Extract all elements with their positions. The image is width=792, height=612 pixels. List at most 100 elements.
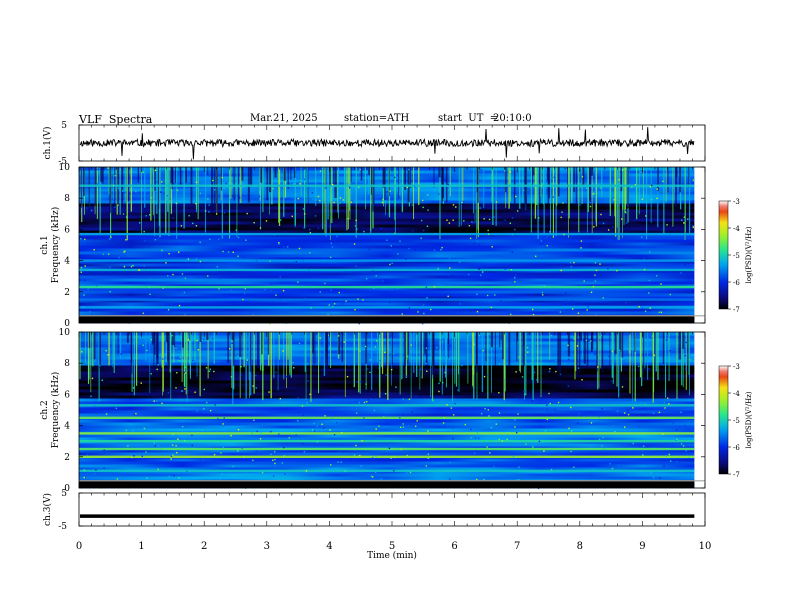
speckle <box>651 335 654 337</box>
speckle <box>282 350 284 352</box>
speckle <box>391 262 393 265</box>
spectrogram-row <box>79 380 695 384</box>
speckle <box>514 419 516 421</box>
speckle <box>498 392 500 394</box>
speckle <box>269 322 271 325</box>
speckle <box>631 186 633 188</box>
speckle <box>204 210 207 212</box>
speckle <box>372 456 374 459</box>
speckle <box>584 400 587 402</box>
speckle <box>109 290 111 293</box>
speckle <box>598 416 600 418</box>
speckle <box>546 409 549 411</box>
speckle <box>480 412 483 415</box>
speckle <box>302 414 304 416</box>
speckle <box>218 288 220 290</box>
speckle <box>308 228 311 231</box>
speckle <box>426 370 428 372</box>
speckle <box>120 353 122 355</box>
speckle <box>516 479 518 481</box>
spectrogram-row <box>79 287 695 291</box>
speckle <box>354 225 357 227</box>
speckle <box>295 434 297 436</box>
speckle <box>176 224 179 227</box>
speckle <box>357 298 359 300</box>
speckle <box>676 438 678 441</box>
speckle <box>272 475 275 477</box>
speckle <box>382 168 384 170</box>
speckle <box>650 184 653 187</box>
speckle <box>261 471 264 474</box>
speckle <box>381 201 384 204</box>
ch1-colorbar-label: log(PSD)(V²/Hz) <box>745 226 753 283</box>
speckle <box>374 346 377 348</box>
speckle <box>515 431 518 434</box>
speckle <box>340 431 343 434</box>
speckle <box>650 472 652 474</box>
speckle <box>114 206 116 208</box>
spectrogram-row <box>79 266 695 270</box>
speckle <box>312 363 315 365</box>
speckle <box>378 367 381 369</box>
spectrogram-row <box>79 197 695 201</box>
speckle <box>297 256 299 259</box>
speckle <box>272 187 274 190</box>
speckle <box>541 291 544 294</box>
speckle <box>422 305 424 307</box>
speckle <box>692 226 695 229</box>
speckle <box>301 405 304 407</box>
ch2-colorbar-label: log(PSD)(V²/Hz) <box>745 391 753 448</box>
spectrogram-row <box>79 458 695 462</box>
spectrogram-row <box>79 392 695 396</box>
speckle <box>452 219 454 221</box>
speckle <box>549 231 551 233</box>
speckle <box>560 216 562 219</box>
ch2-colorbar-tick-2: -5 <box>733 417 740 425</box>
speckle <box>313 430 316 432</box>
speckle <box>597 366 599 368</box>
speckle <box>80 271 82 273</box>
speckle <box>268 391 270 393</box>
speckle <box>632 442 634 445</box>
spectrogram-row <box>79 176 695 180</box>
speckle <box>504 268 506 270</box>
speckle <box>251 432 253 435</box>
speckle <box>176 372 178 374</box>
speckle <box>309 393 311 396</box>
spectrogram-row <box>79 293 695 297</box>
speckle <box>680 411 682 413</box>
speckle <box>489 452 491 454</box>
speckle <box>378 425 380 427</box>
speckle <box>566 213 569 216</box>
speckle <box>213 370 215 373</box>
speckle <box>295 267 297 269</box>
speckle <box>685 341 687 344</box>
spectrogram-row <box>79 410 695 414</box>
speckle <box>472 334 474 337</box>
speckle <box>182 268 185 271</box>
speckle <box>328 334 330 337</box>
speckle <box>581 379 583 381</box>
xtick-label-8: 8 <box>577 541 583 552</box>
speckle <box>222 250 224 253</box>
speckle <box>82 305 85 308</box>
speckle <box>590 291 593 294</box>
speckle <box>354 309 356 311</box>
spectrogram-row <box>79 368 695 372</box>
speckle <box>192 222 194 225</box>
speckle <box>680 443 683 445</box>
spectrogram-row <box>79 170 695 174</box>
speckle <box>242 298 244 301</box>
speckle <box>181 425 184 428</box>
speckle <box>361 440 363 442</box>
speckle <box>298 247 301 250</box>
speckle <box>243 455 245 458</box>
speckle <box>387 286 390 288</box>
speckle <box>384 351 386 353</box>
speckle <box>564 167 566 170</box>
speckle <box>401 167 403 169</box>
ch2-colorbar <box>718 365 731 475</box>
ch2-colorbar-tick-3: -6 <box>733 444 740 452</box>
speckle <box>689 359 691 361</box>
xtick-label-2: 2 <box>201 541 207 552</box>
